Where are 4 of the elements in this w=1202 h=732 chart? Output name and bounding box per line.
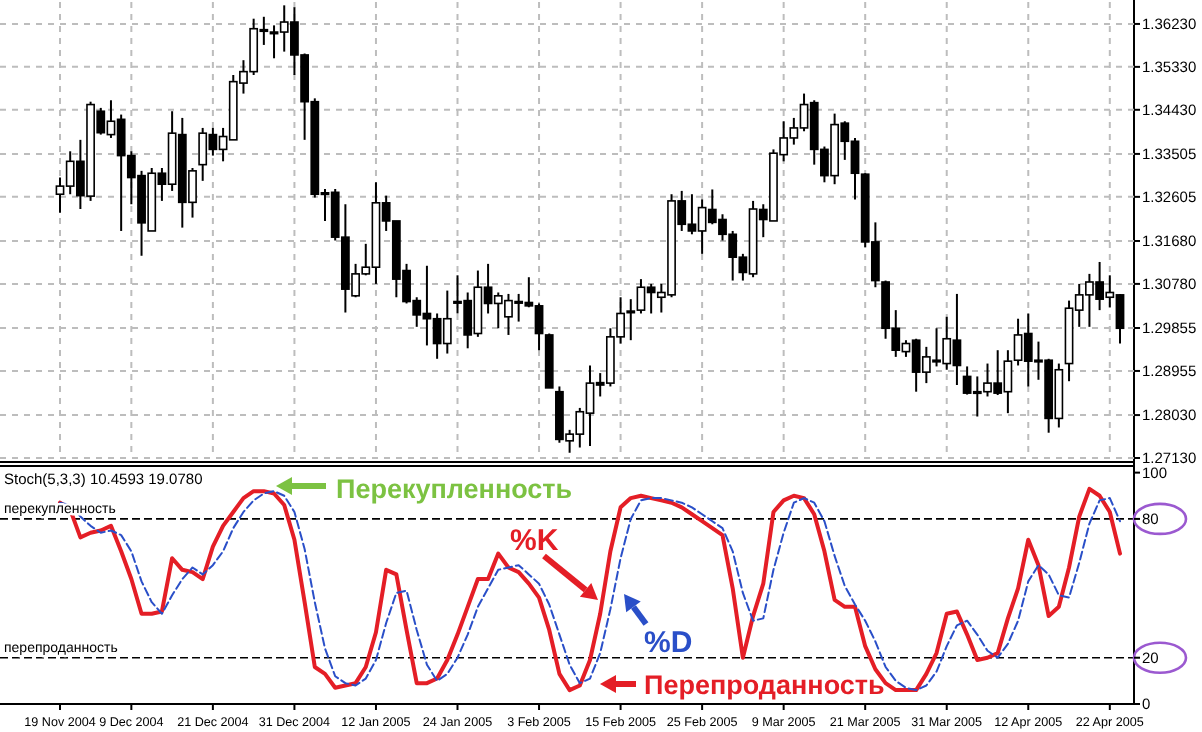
series-label: %K [510, 524, 559, 558]
annotation: Перекупленность [336, 474, 573, 504]
legend-label: %D [644, 626, 693, 660]
annotation: Перепроданность [644, 670, 885, 700]
